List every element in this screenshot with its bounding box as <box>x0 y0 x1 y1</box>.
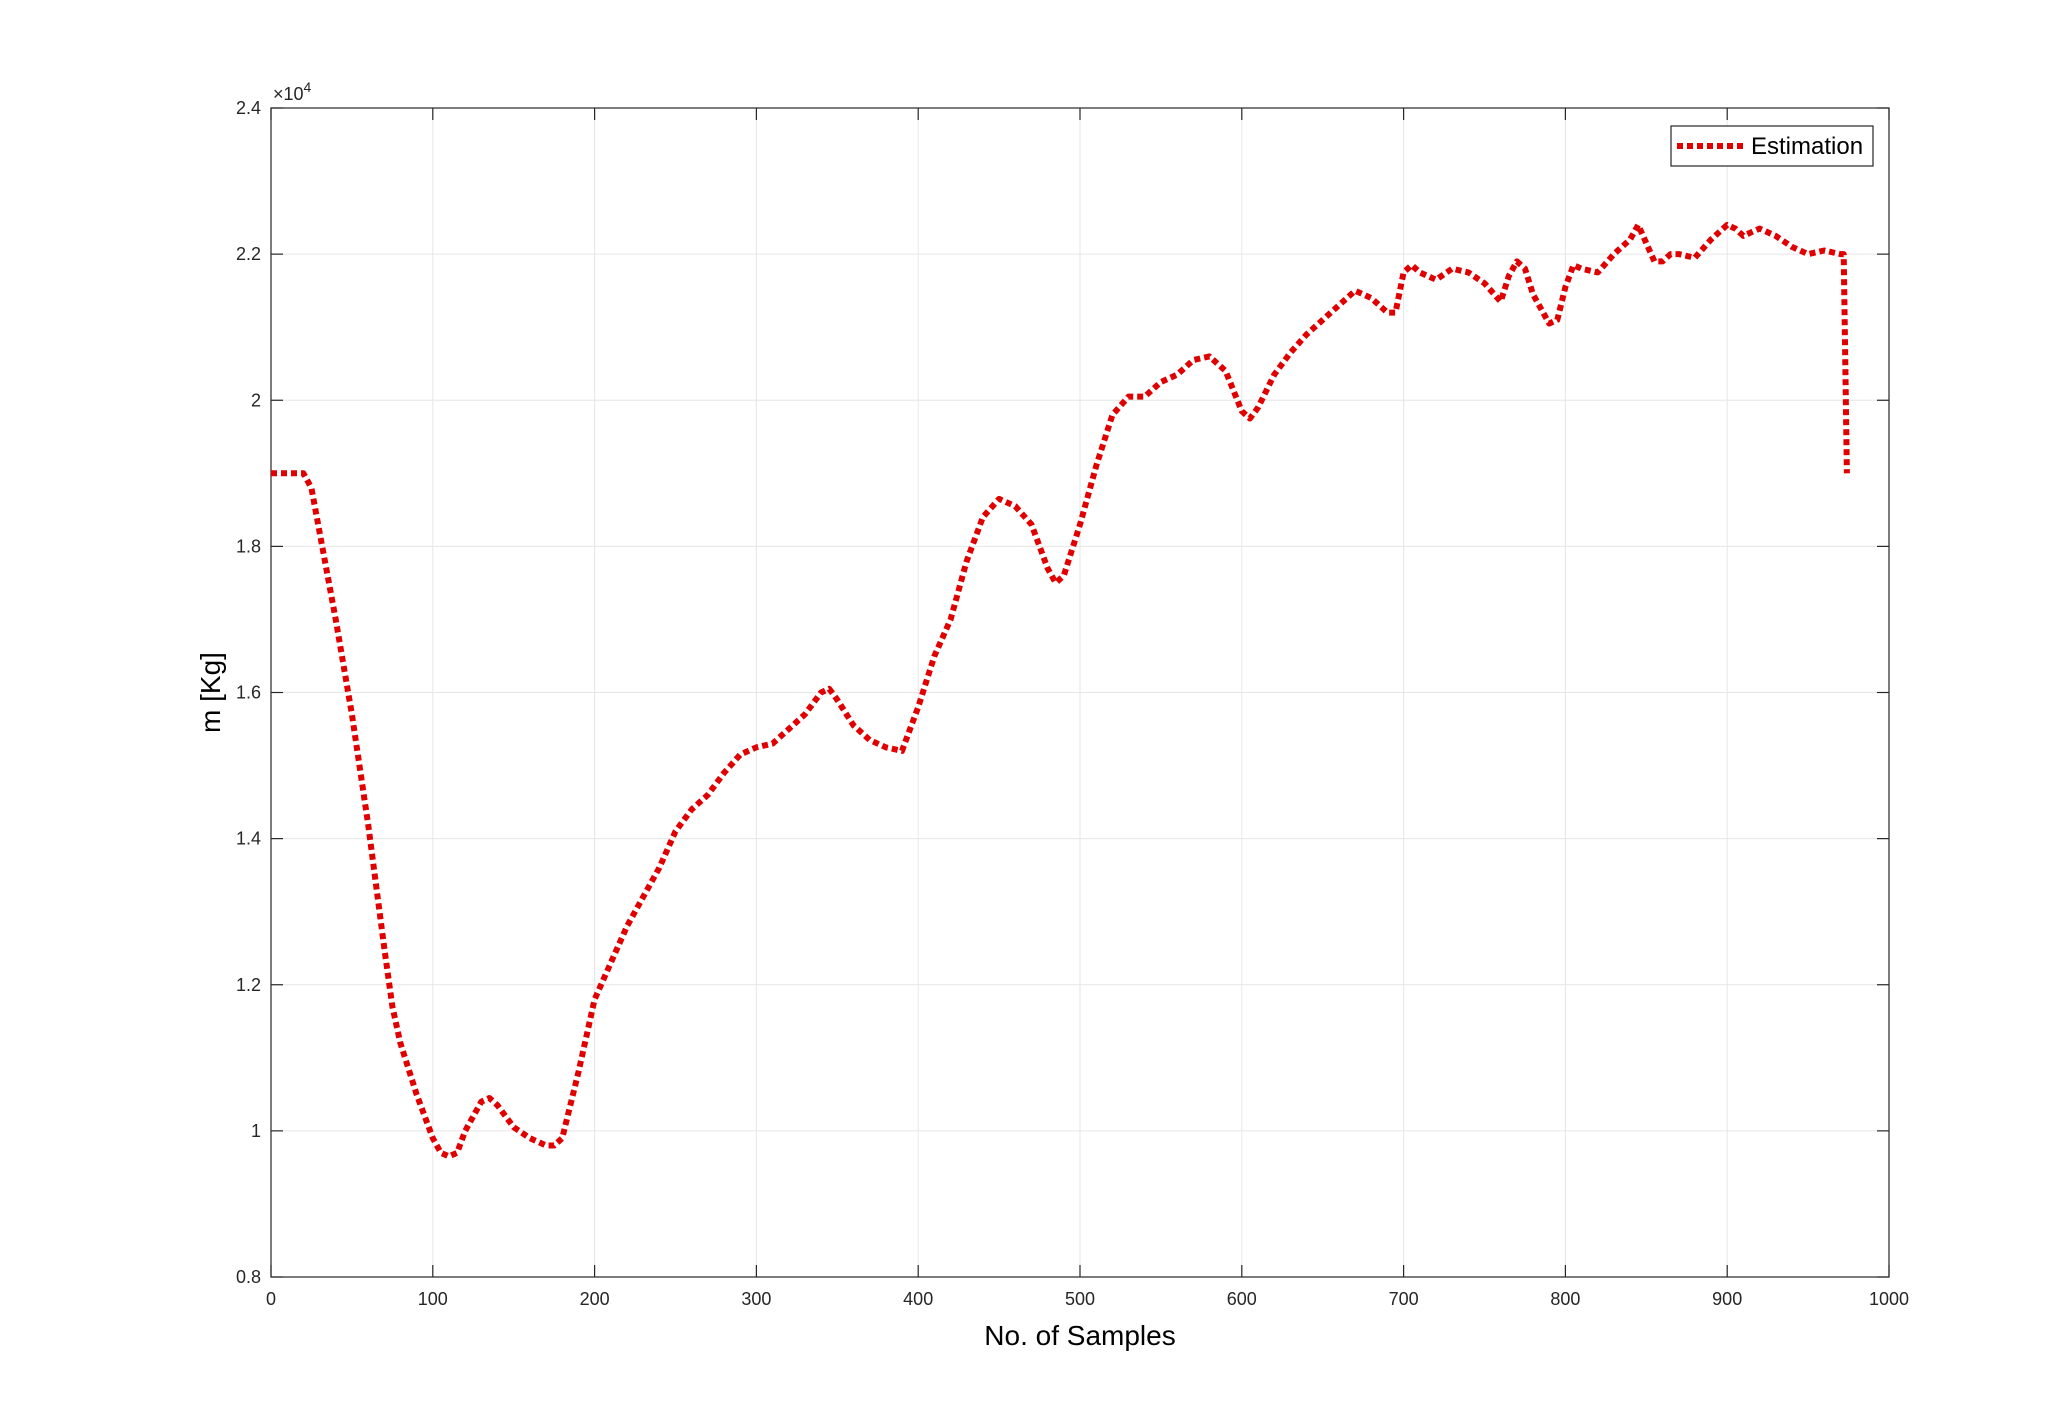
legend-box <box>1670 125 1874 167</box>
y-axis-multiplier-base: ×10 <box>273 84 304 104</box>
x-tick-label: 1000 <box>1869 1289 1909 1309</box>
x-tick-label: 900 <box>1712 1289 1742 1309</box>
x-tick-label: 300 <box>741 1289 771 1309</box>
legend: Estimation <box>1670 125 1874 167</box>
x-tick-label: 100 <box>418 1289 448 1309</box>
y-tick-label: 1.4 <box>236 829 261 849</box>
series-line-estimation <box>271 221 1850 1160</box>
x-axis-label: No. of Samples <box>984 1320 1175 1351</box>
x-tick-labels: 0 100 200 300 400 500 600 700 800 900 1000 <box>266 1289 1909 1309</box>
y-tick-label: 1 <box>251 1121 261 1141</box>
legend-label-estimation: Estimation <box>1751 133 1863 160</box>
y-tick-label: 2.4 <box>236 98 261 118</box>
y-tick-label: 1.8 <box>236 536 261 556</box>
x-tick-label: 600 <box>1227 1289 1257 1309</box>
series-layer <box>271 221 1850 1160</box>
y-tick-labels: 0.8 1 1.2 1.4 1.6 1.8 2 2.2 2.4 <box>236 98 261 1287</box>
y-tick-label: 0.8 <box>236 1267 261 1287</box>
x-tick-label: 200 <box>580 1289 610 1309</box>
axis-ticks <box>270 107 1890 1278</box>
x-tick-label: 800 <box>1550 1289 1580 1309</box>
y-tick-label: 1.2 <box>236 975 261 995</box>
y-axis-multiplier-exponent: 4 <box>304 79 312 95</box>
y-tick-label: 2 <box>251 390 261 410</box>
x-tick-label: 0 <box>266 1289 276 1309</box>
x-tick-label: 500 <box>1065 1289 1095 1309</box>
y-tick-label: 2.2 <box>236 244 261 264</box>
y-axis-label: m [Kg] <box>195 652 226 733</box>
x-tick-label: 700 <box>1389 1289 1419 1309</box>
y-axis-multiplier: ×104 <box>273 79 312 104</box>
x-tick-label: 400 <box>903 1289 933 1309</box>
y-tick-label: 1.6 <box>236 683 261 703</box>
